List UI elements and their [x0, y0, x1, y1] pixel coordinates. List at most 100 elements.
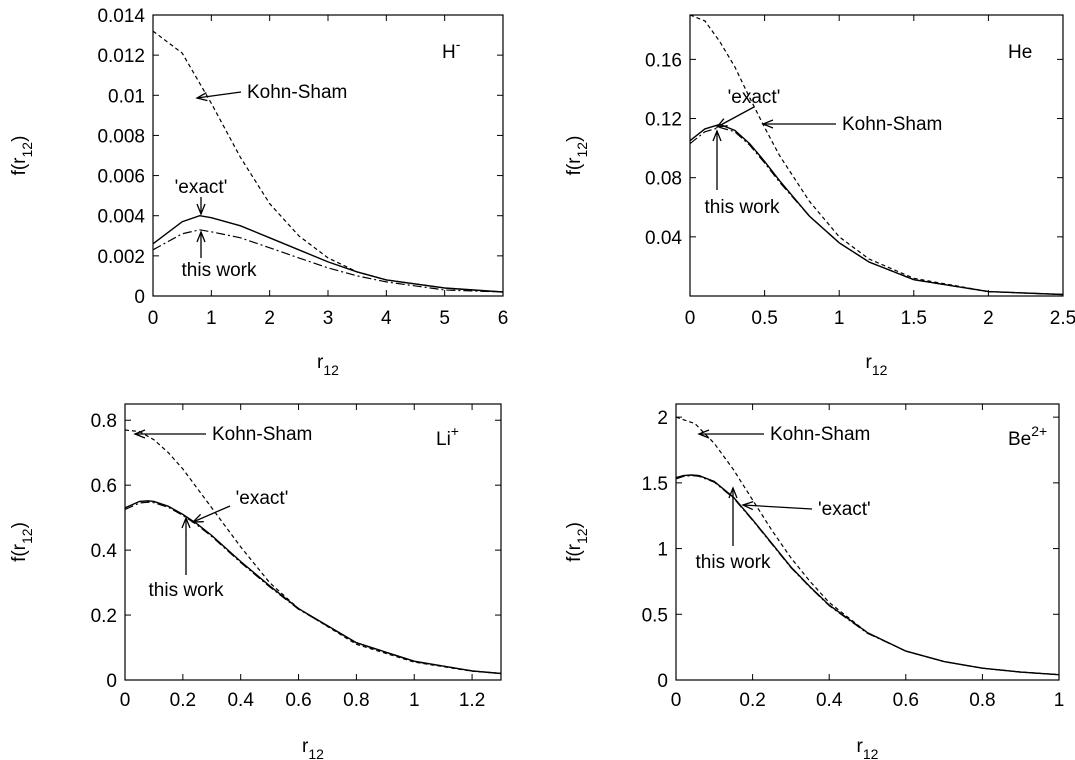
annotation-arrow-line: [196, 91, 242, 99]
annotation-label: this work: [182, 260, 257, 281]
x-tick-label: 0.5: [751, 308, 777, 329]
x-axis-label-sub: 12: [308, 746, 324, 760]
series-dashed-line: [689, 14, 1064, 296]
series-dashdot-line: [689, 126, 1064, 296]
y-tick-label: 1: [657, 540, 668, 561]
annotation-arrow-head: [728, 486, 738, 499]
y-tick-label: 0: [134, 287, 145, 308]
annotation-label: Kohn-Sham: [842, 114, 942, 135]
x-axis-label-sub: 12: [863, 746, 879, 760]
y-tick-label: 1.5: [642, 474, 668, 495]
x-tick-label: 0.6: [893, 690, 919, 711]
annotation-arrow-head: [196, 230, 206, 243]
panel-label-sup: -: [456, 36, 461, 52]
panel-label: H-: [442, 36, 461, 63]
x-tick-label: 0: [120, 690, 131, 711]
annotation-label: Kohn-Sham: [770, 424, 870, 445]
x-tick-label: 0.8: [343, 690, 369, 711]
y-tick-label: 0.6: [91, 476, 117, 497]
y-tick-label: 0.002: [97, 247, 145, 268]
y-axis-label-close: ): [564, 522, 585, 528]
x-tick-label: 2.5: [1050, 308, 1075, 329]
y-tick-label: 0.08: [645, 169, 682, 190]
y-tick-label: 0.004: [97, 207, 145, 228]
y-tick-label: 0.8: [91, 411, 117, 432]
x-axis-label: r12: [866, 352, 888, 378]
annotation-label: Kohn-Sham: [247, 82, 347, 103]
panel-label: Be2+: [1008, 423, 1047, 450]
y-axis-label-close: ): [564, 136, 585, 142]
series-solid-line: [152, 214, 504, 293]
plot-frame: [124, 403, 502, 681]
series-dashdot-line: [675, 474, 1060, 676]
y-axis-label-close: ): [9, 136, 30, 142]
annotation-label: 'exact': [818, 499, 871, 520]
x-tick-label: 0.2: [170, 690, 196, 711]
annotation-arrow-line: [742, 504, 813, 510]
annotation-arrow-head: [133, 429, 146, 439]
x-tick-label: 0.4: [816, 690, 843, 711]
panel-label: He: [1008, 42, 1032, 63]
panel-1: 0 1 2 3 4 5 600.0020.0040.0060.0080.010.0120.0…: [9, 6, 508, 378]
annotation-label: 'exact': [728, 87, 781, 108]
series-dashdot-line: [124, 501, 502, 675]
x-tick-label: 3: [323, 308, 334, 329]
y-tick-label: 0: [106, 671, 117, 692]
annotation-arrow-head: [697, 429, 710, 439]
x-tick-label: 0: [671, 690, 682, 711]
x-tick-label: 2: [983, 308, 994, 329]
y-tick-label: 0.01: [108, 86, 145, 107]
x-tick-label: 0: [685, 308, 696, 329]
y-axis-label-sub: 12: [19, 528, 35, 544]
panel-label-sup: 2+: [1031, 423, 1047, 439]
panel-3: 0 0.2 0.4 0.6 0.8 1 1.2 0 0.2 0.4 0.6 0.8 r12 f(r12) L…: [9, 403, 502, 760]
annotation-arrow-head: [761, 119, 774, 129]
annotation-arrow-line: [716, 106, 755, 128]
y-tick-label: 0: [657, 671, 668, 692]
annotation-label: this work: [696, 552, 771, 573]
annotation-arrow-head: [196, 203, 206, 216]
panel-2: 0 0.5 1 1.5 2 2.5 0.04 0.08 0.12 0.16 r12 f(r12) He '…: [564, 14, 1075, 378]
y-tick-label: 0.16: [645, 50, 682, 71]
x-tick-label: 1: [409, 690, 420, 711]
x-tick-label: 1: [1054, 690, 1065, 711]
series-dashed-line: [124, 429, 502, 675]
annotation-arrow-head: [191, 513, 204, 523]
annotation-label: this work: [149, 580, 224, 601]
x-axis-label: r12: [302, 736, 324, 760]
y-tick-label: 0.12: [645, 110, 682, 131]
x-tick-label: 6: [498, 308, 509, 329]
panel-label: Li+: [436, 423, 459, 450]
x-axis-label-sub: 12: [323, 362, 339, 378]
y-axis-label: f(r12): [9, 136, 35, 176]
x-axis-label-sub: 12: [872, 362, 888, 378]
y-axis-label-sub: 12: [19, 142, 35, 158]
annotation-arrow-head: [712, 129, 722, 142]
y-tick-label: 0.008: [97, 126, 145, 147]
series-dashed-line: [152, 30, 504, 293]
x-tick-label: 1: [834, 308, 845, 329]
y-tick-label: 0.04: [645, 228, 682, 249]
x-tick-label: 5: [439, 308, 450, 329]
y-tick-label: 0.2: [91, 606, 117, 627]
annotation-label: 'exact': [175, 177, 228, 198]
plot-frame: [675, 403, 1060, 681]
series-dashdot-line: [152, 229, 504, 293]
annotation-arrow-head: [195, 92, 208, 102]
x-tick-label: 0.8: [969, 690, 995, 711]
panel-label-sup: +: [451, 423, 459, 439]
annotation-label: 'exact': [236, 488, 289, 509]
y-tick-label: 0.014: [97, 6, 145, 27]
annotation-arrow-head: [741, 500, 754, 511]
x-tick-label: 4: [381, 308, 392, 329]
x-tick-label: 1.5: [901, 308, 927, 329]
y-axis-label: f(r12): [564, 522, 590, 562]
y-tick-label: 0.012: [97, 46, 145, 67]
y-tick-label: 0.006: [97, 167, 145, 188]
y-tick-label: 0.5: [642, 605, 668, 626]
plot-frame: [689, 14, 1064, 297]
annotation-arrow-head: [181, 516, 191, 529]
annotation-label: this work: [705, 197, 780, 218]
y-axis-label: f(r12): [9, 522, 35, 562]
